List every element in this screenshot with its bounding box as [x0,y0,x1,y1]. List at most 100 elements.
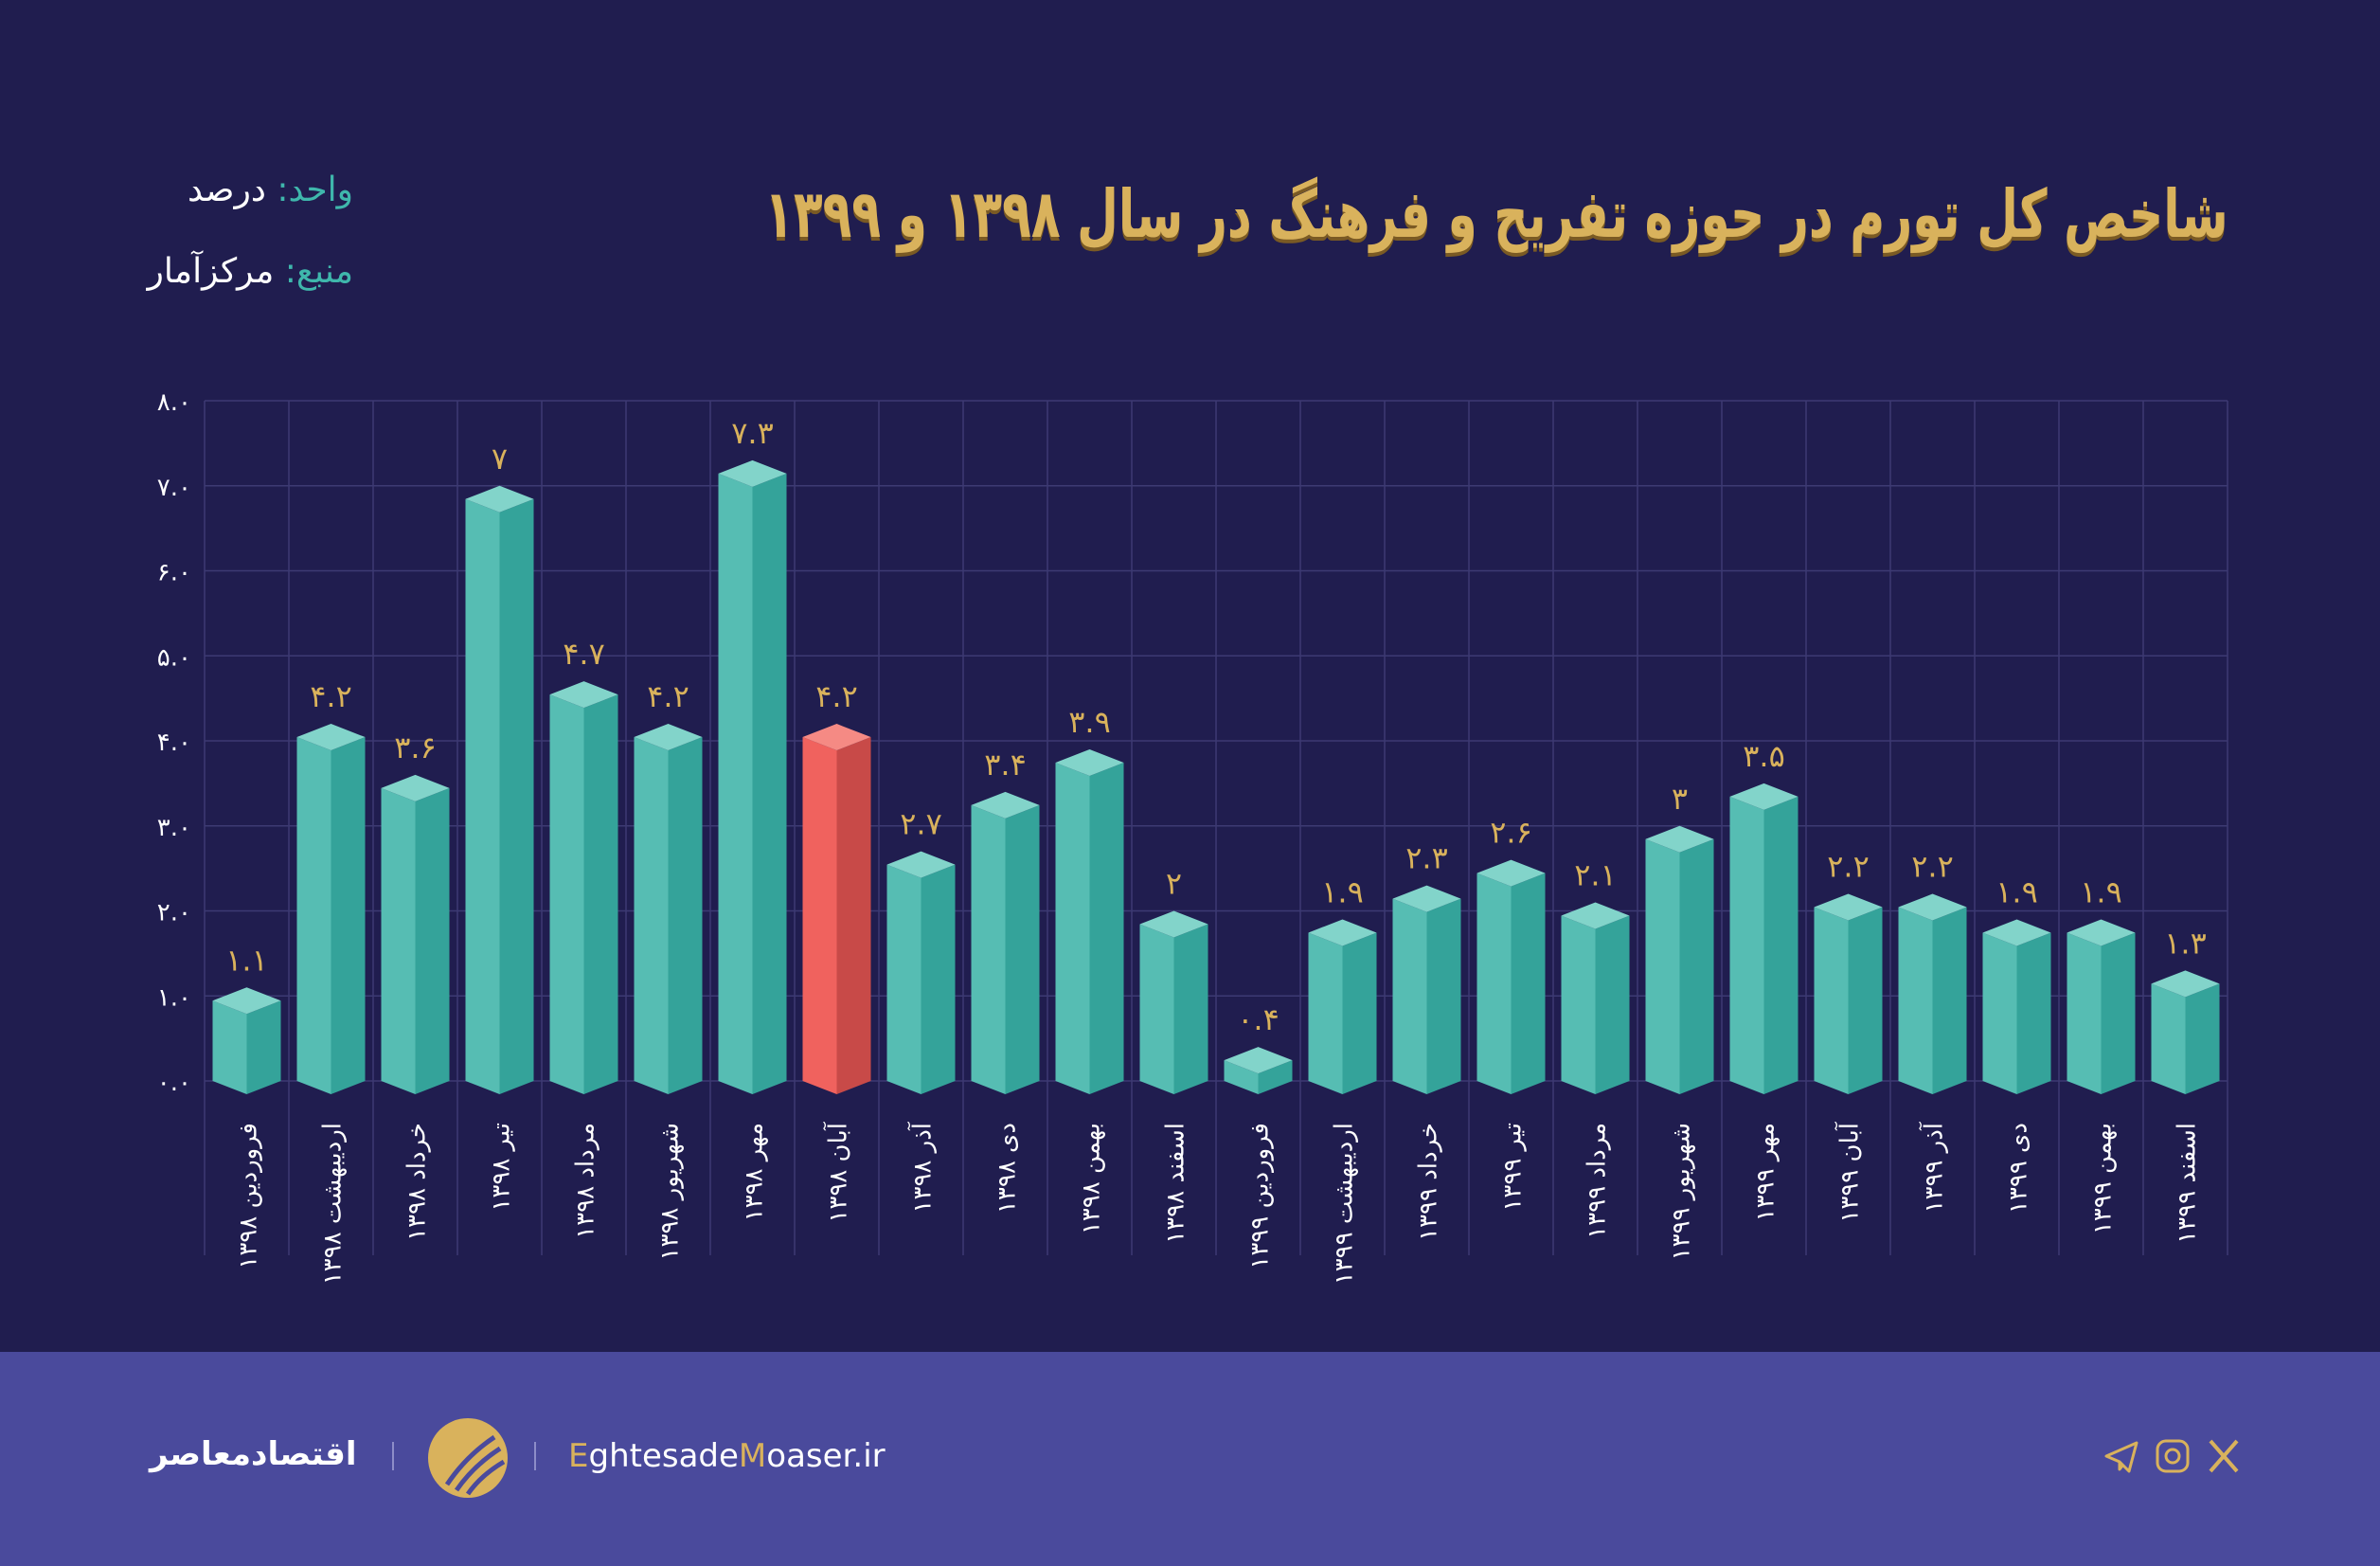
bar-right-face [1763,796,1798,1094]
bar-top [465,485,534,513]
x-icon[interactable] [2205,1437,2243,1475]
category-label: آبان ۱۳۹۹ [1834,1121,1865,1222]
value-label: ۱.۱ [225,942,268,978]
bar-right-face [1848,907,1883,1094]
bar-left-face [971,804,1006,1094]
bar-left-face [1561,915,1596,1094]
y-tick-label: ۴.۰ [157,729,191,757]
bar-left-face [718,473,753,1094]
brand-name: اقتصادمعاصر [150,1435,357,1473]
y-tick-label: ۷.۰ [157,474,191,502]
bar-top [1139,910,1208,938]
bar-left-face [1224,1060,1259,1094]
bar-right-face [668,737,703,1094]
bar-top [1561,902,1630,929]
y-tick-label: ۳.۰ [157,814,191,842]
bar-top [296,724,366,751]
bar-right-face [752,473,787,1094]
value-label: ۲.۳ [1405,840,1448,876]
category-label: دی ۱۳۹۸ [993,1123,1022,1214]
bar-right-face [499,498,534,1094]
bar-right-face [1679,838,1714,1094]
bar-right-face [1426,898,1461,1094]
divider [392,1442,394,1470]
bar-right-face [921,864,956,1094]
value-label: ۱.۹ [1995,873,2038,909]
bar-top [1392,885,1461,912]
bar-left-face [886,864,922,1094]
bar-top [2067,919,2136,946]
bar-left-face [1898,907,1933,1094]
bar-top [886,851,956,878]
value-label: ۰.۴ [1237,1001,1279,1037]
y-tick-label: ۰.۰ [157,1069,191,1097]
bar-right-face [2185,983,2220,1094]
bar-left-face [1392,898,1427,1094]
bar-top [1476,859,1546,887]
chart-title: شاخص کل تورم در حوزه تفریح و فرهنگ در سا… [764,175,2228,253]
bar-left-face [381,787,416,1094]
bar-top [1645,825,1714,853]
bar-left-face [1308,932,1343,1094]
value-label: ۴.۲ [815,678,858,714]
bar-right-face [583,694,618,1094]
bar-right-face [1932,907,1967,1094]
bar-right-face [1173,924,1208,1094]
category-label: فروردین ۱۳۹۹ [1246,1123,1275,1269]
bar-top [1055,748,1124,776]
bar-left-face [549,694,584,1094]
instagram-icon[interactable] [2154,1437,2192,1475]
category-label: آذر ۱۳۹۸ [907,1121,938,1213]
category-label: اردیبهشت ۱۳۹۹ [1331,1123,1359,1285]
bar-top [802,724,871,751]
bar-left-face [634,737,669,1094]
bar-left-face [1982,932,2017,1094]
bar-right-face [331,737,366,1094]
bar-left-face [1729,796,1764,1094]
y-tick-label: ۸.۰ [157,388,191,417]
bar-left-face [1476,873,1512,1094]
category-label: شهریور ۱۳۹۸ [656,1123,685,1260]
bar-left-face [802,737,837,1094]
unit-label: واحد: درصد [188,171,353,209]
value-label: ۲.۶ [1490,815,1532,851]
bar-right-face [1595,915,1630,1094]
bar-right-face [2016,932,2051,1094]
bar-left-face [2151,983,2186,1094]
value-label: ۳.۴ [984,747,1027,783]
category-label: بهمن ۱۳۹۹ [2089,1123,2118,1234]
value-label: ۴.۲ [310,678,352,714]
value-label: ۴.۷ [563,636,605,672]
bar-top [1729,783,1798,810]
y-tick-label: ۶.۰ [157,559,191,587]
y-tick-label: ۵.۰ [157,643,191,672]
category-label: تیر ۱۳۹۹ [1499,1123,1528,1212]
value-label: ۳.۵ [1743,738,1785,774]
source-key: منبع: [284,252,353,291]
value-label: ۱.۹ [2080,873,2122,909]
bar-top [212,987,281,1015]
category-label: دی ۱۳۹۹ [2005,1123,2033,1214]
category-label: خرداد ۱۳۹۸ [403,1123,432,1241]
telegram-icon[interactable] [2103,1437,2140,1475]
category-label: اسفند ۱۳۹۸ [1162,1123,1190,1244]
value-label: ۲.۲ [1827,849,1870,885]
bar-top [1982,919,2051,946]
source-label: منبع: مرکزآمار [147,252,353,291]
bar-top [971,791,1040,819]
category-label: اسفند ۱۳۹۹ [2174,1123,2202,1244]
category-label: فروردین ۱۳۹۸ [235,1123,263,1269]
bar-right-face [415,787,450,1094]
bar-left-face [465,498,500,1094]
value-label: ۱.۹ [1321,873,1364,909]
bar-chart: ۰.۰ ۱.۰ ۲.۰ ۳.۰ ۴.۰ ۵.۰ ۶.۰ ۷.۰ ۸.۰ ۱.۱ فروردین ۱۳… [157,388,2228,1285]
bar-right-face [1258,1060,1293,1094]
category-label: مهر ۱۳۹۸ [741,1123,769,1221]
website-link[interactable]: EghtesadeMoaser.ir [568,1437,886,1475]
value-label: ۱.۳ [2164,925,2207,961]
value-label: ۳.۹ [1068,704,1111,740]
value-label: ۷.۳ [731,415,774,451]
bar-top [1814,893,1883,921]
bar-right-face [1089,762,1124,1094]
bar-left-face [1139,924,1174,1094]
